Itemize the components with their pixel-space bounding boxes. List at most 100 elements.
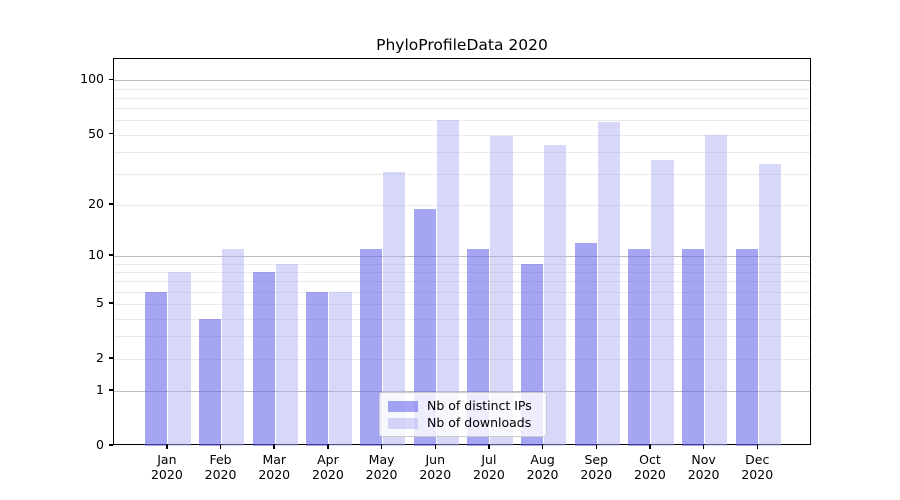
x-tick-year: 2020 — [258, 466, 291, 482]
x-tick-label: Aug 2020 — [515, 452, 571, 482]
x-tick-label: Jul 2020 — [461, 452, 517, 482]
bar-nb-of-downloads-aug — [544, 144, 567, 446]
bar-nb-of-downloads-mar — [275, 263, 298, 446]
y-tick — [108, 444, 113, 446]
x-tick — [166, 445, 168, 449]
x-tick-month: Nov — [691, 452, 716, 467]
bar-nb-of-downloads-jan — [168, 271, 191, 446]
y-tick-label: 5 — [96, 295, 104, 311]
x-tick — [702, 445, 705, 449]
bar-nb-of-distinct-ips-dec — [735, 249, 758, 446]
x-tick-year: 2020 — [204, 466, 237, 482]
gridline-minor — [114, 88, 810, 90]
x-tick-month: Apr — [317, 452, 339, 467]
x-tick-label: Nov 2020 — [676, 452, 732, 482]
x-tick — [595, 445, 597, 449]
gridline-major — [114, 80, 810, 82]
x-tick — [219, 445, 222, 449]
gridline-minor — [114, 263, 810, 265]
x-tick-label: Jun 2020 — [407, 452, 463, 482]
x-tick-year: 2020 — [473, 466, 505, 482]
x-tick-year: 2020 — [419, 466, 452, 482]
plot-area — [113, 58, 811, 446]
bar-nb-of-downloads-apr — [329, 291, 352, 446]
y-tick-label: 1 — [96, 382, 104, 398]
x-tick-month: Sep — [584, 452, 609, 467]
x-tick-label: Dec 2020 — [729, 452, 785, 482]
legend-swatch-distinct-ips — [388, 400, 418, 412]
x-tick-month: May — [368, 452, 395, 467]
legend-swatch-downloads — [388, 417, 418, 429]
gridline-minor — [114, 271, 810, 273]
legend-label-downloads: Nb of downloads — [427, 415, 532, 430]
gridline-minor — [114, 174, 810, 176]
y-tick — [108, 389, 113, 391]
y-tick-label: 20 — [88, 195, 104, 211]
x-tick-year: 2020 — [687, 466, 720, 482]
bar-nb-of-distinct-ips-oct — [628, 249, 651, 446]
gridline-minor — [114, 120, 810, 122]
bar-nb-of-downloads-jul — [490, 136, 513, 446]
x-tick-month: Feb — [209, 452, 232, 467]
gridline-minor — [114, 336, 810, 338]
gridline-minor — [114, 134, 810, 136]
x-tick — [488, 445, 490, 449]
x-tick-month: Dec — [745, 452, 770, 467]
legend-item-distinct-ips: Nb of distinct IPs — [388, 399, 538, 413]
bar-nb-of-downloads-sep — [597, 121, 620, 446]
legend-item-downloads: Nb of downloads — [388, 416, 538, 430]
y-tick-label: 100 — [80, 71, 104, 87]
gridline-minor — [114, 97, 810, 99]
bar-nb-of-distinct-ips-mar — [252, 271, 275, 446]
x-tick-label: Jan 2020 — [139, 452, 195, 482]
y-tick — [108, 254, 113, 256]
x-tick-label: Sep 2020 — [568, 452, 624, 482]
x-tick — [327, 445, 329, 449]
bar-nb-of-distinct-ips-jan — [145, 291, 168, 446]
bar-nb-of-distinct-ips-jun — [413, 208, 436, 446]
bar-nb-of-distinct-ips-may — [359, 249, 383, 446]
gridline-minor — [114, 358, 810, 360]
gridline-minor — [114, 281, 810, 283]
x-tick-year: 2020 — [365, 466, 398, 482]
y-tick-label: 50 — [88, 125, 104, 141]
x-tick-label: Oct 2020 — [622, 452, 678, 482]
x-tick-month: Aug — [530, 452, 555, 467]
gridline-minor — [114, 204, 810, 206]
x-tick-label: Apr 2020 — [300, 452, 356, 482]
y-tick — [108, 132, 113, 135]
bar-nb-of-distinct-ips-nov — [681, 249, 705, 446]
x-tick — [649, 445, 651, 449]
bar-nb-of-downloads-jun — [436, 120, 459, 446]
x-tick-month: Mar — [262, 452, 287, 467]
x-tick-month: Jul — [481, 452, 497, 467]
x-tick-label: May 2020 — [354, 452, 410, 482]
gridline-major — [114, 391, 810, 393]
y-tick — [108, 357, 113, 359]
x-tick — [380, 445, 383, 449]
x-tick-month: Oct — [639, 452, 661, 467]
y-tick-label: 0 — [96, 437, 104, 452]
x-tick-year: 2020 — [741, 466, 774, 482]
y-tick — [108, 203, 113, 205]
gridline-minor — [114, 318, 810, 320]
bar-nb-of-distinct-ips-apr — [306, 291, 329, 446]
bar-nb-of-downloads-nov — [705, 134, 728, 446]
y-tick-label: 2 — [96, 349, 104, 365]
x-tick-label: Feb 2020 — [193, 452, 249, 482]
legend: Nb of distinct IPs Nb of downloads — [379, 392, 547, 437]
bar-nb-of-downloads-feb — [222, 249, 245, 446]
chart-title: PhyloProfileData 2020 — [376, 36, 548, 54]
gridline-minor — [114, 108, 810, 110]
gridline-major — [114, 256, 810, 258]
gridline-minor — [114, 304, 810, 306]
x-tick-year: 2020 — [526, 466, 559, 482]
y-tick-label: 10 — [88, 247, 104, 263]
legend-label-distinct-ips: Nb of distinct IPs — [427, 398, 532, 413]
x-tick — [756, 445, 759, 449]
x-tick-year: 2020 — [580, 466, 613, 482]
bar-nb-of-downloads-may — [383, 171, 406, 446]
y-tick — [108, 78, 113, 81]
x-tick-month: Jun — [425, 452, 446, 467]
